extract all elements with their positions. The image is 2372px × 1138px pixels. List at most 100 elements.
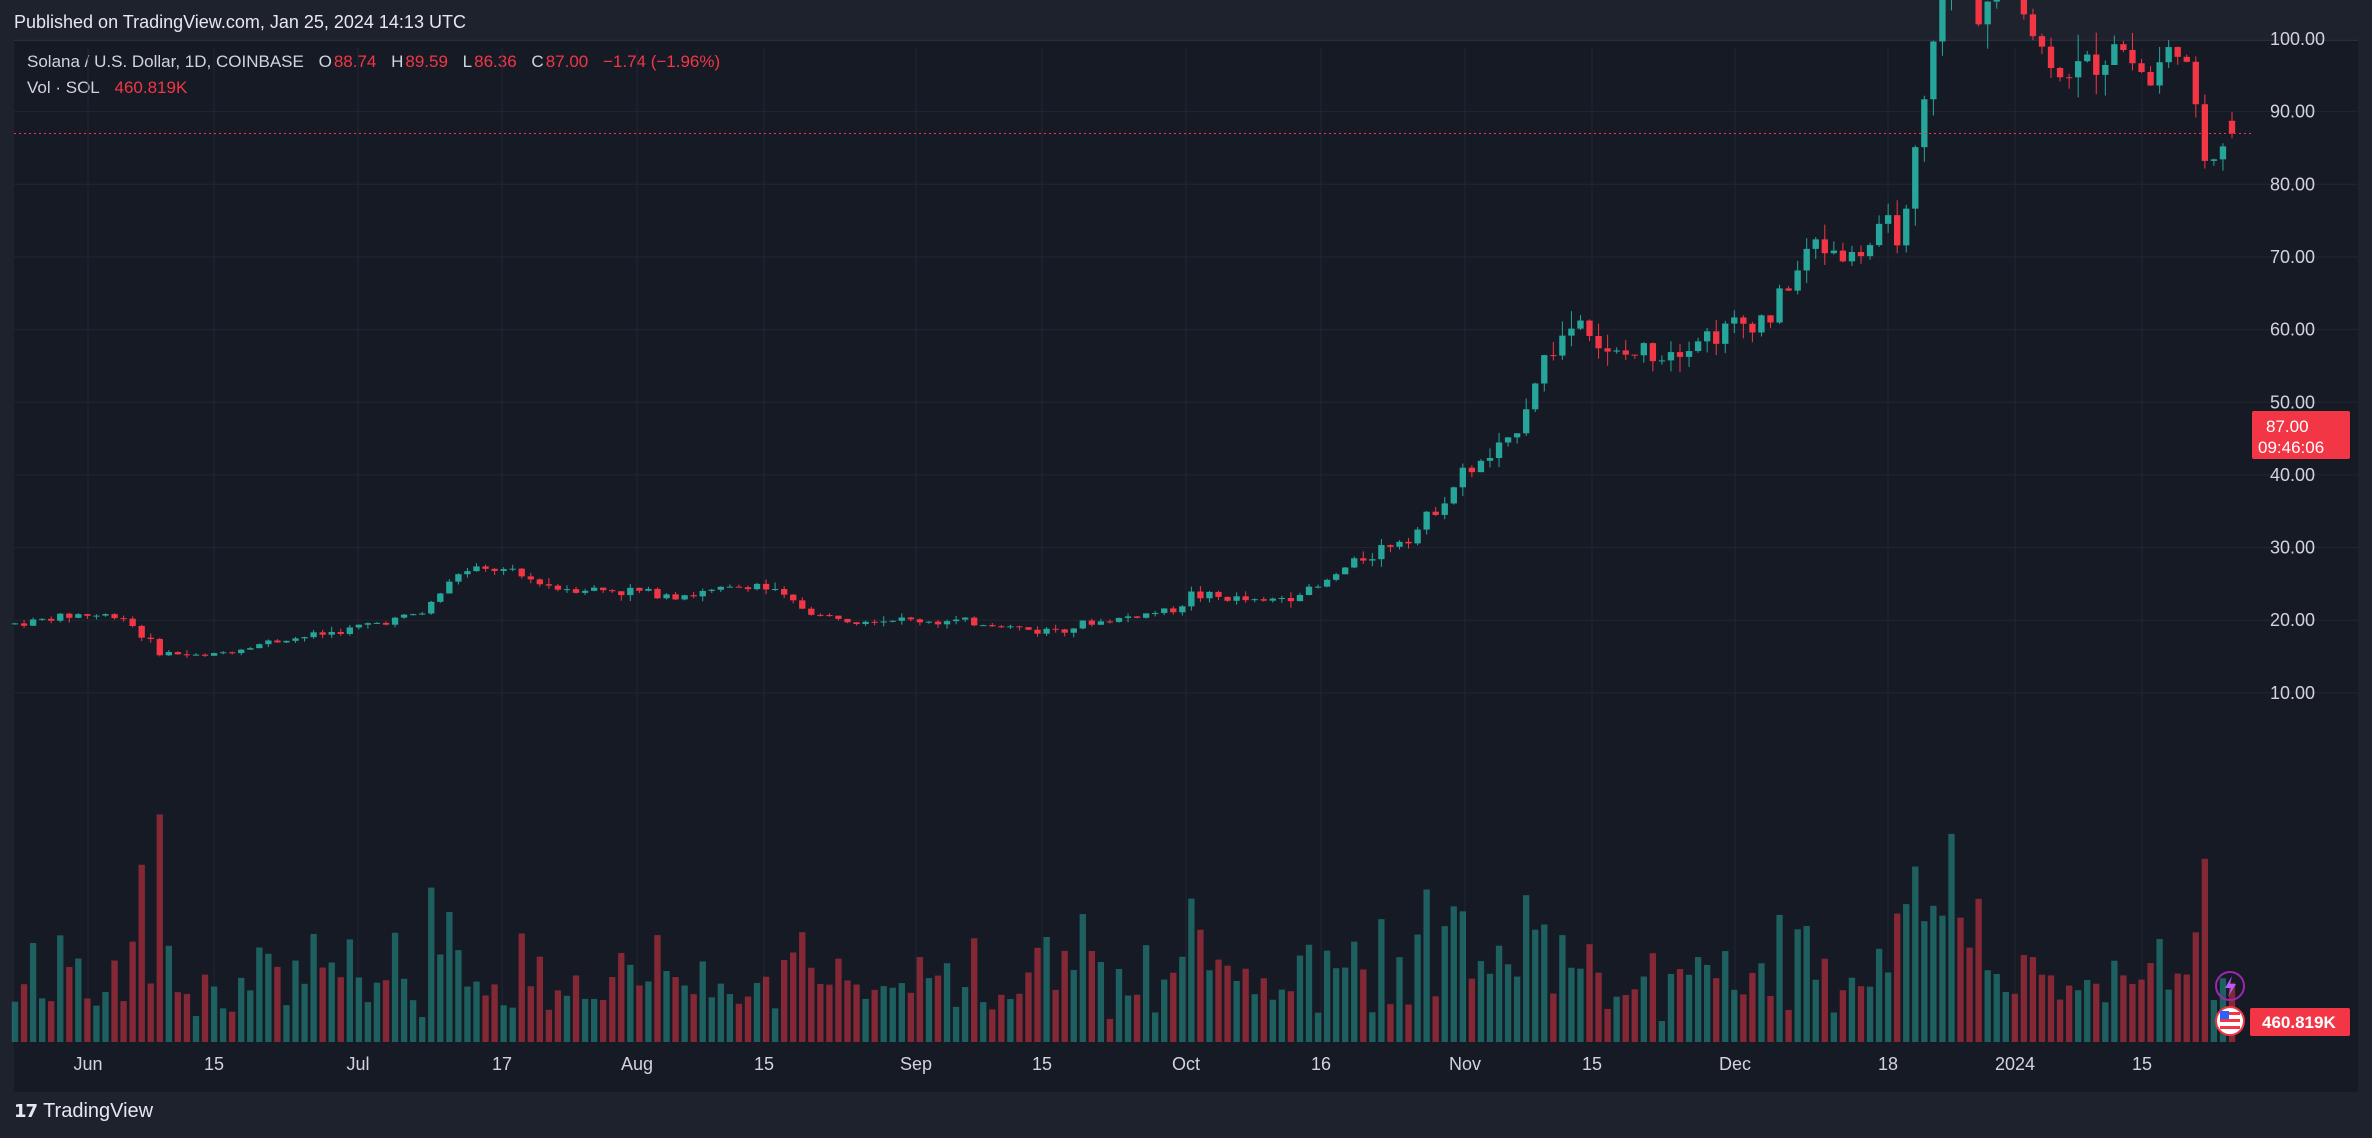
volume-bar: [1152, 1012, 1159, 1042]
candle-body: [1088, 620, 1095, 625]
candle-body: [400, 614, 408, 618]
volume-bar: [753, 982, 761, 1042]
volume-bar: [1016, 993, 1023, 1042]
candle-body: [2156, 62, 2163, 86]
volume-bar: [1351, 941, 1358, 1042]
candle-body: [1233, 596, 1240, 601]
candle-body: [500, 569, 507, 571]
volume-bar: [183, 993, 191, 1042]
candle-body: [654, 588, 661, 599]
volume-bar: [889, 987, 896, 1042]
candle-body: [147, 637, 154, 639]
volume-bar: [600, 999, 607, 1042]
volume-bar: [2075, 990, 2082, 1042]
volume-label[interactable]: Vol · SOL: [27, 78, 100, 97]
candle-body: [1296, 594, 1304, 602]
events-icon[interactable]: [2215, 971, 2245, 1001]
candle-body: [1007, 626, 1014, 628]
candle-body: [1061, 629, 1068, 633]
tradingview-logo[interactable]: 𝟭𝟳 TradingView: [14, 1100, 153, 1123]
volume-bar: [1414, 934, 1421, 1042]
x-tick-label: Jun: [73, 1054, 102, 1074]
volume-bar: [618, 952, 625, 1042]
symbol-legend[interactable]: Solana / U.S. Dollar, 1D, COINBASE O 88.7…: [27, 52, 722, 72]
candle-body: [545, 584, 553, 586]
volume-bar: [1604, 1008, 1611, 1042]
published-text: Published on TradingView.com, Jan 25, 20…: [14, 12, 466, 32]
candle-body: [636, 587, 643, 591]
candle-body: [1676, 352, 1684, 357]
candle-body: [943, 621, 951, 625]
candle-body: [2147, 72, 2154, 86]
volume-bar: [1939, 915, 1946, 1042]
volume-bar: [1803, 925, 1810, 1042]
volume-bar: [1477, 961, 1485, 1042]
volume-bar: [1550, 993, 1557, 1042]
volume-bar: [645, 981, 652, 1042]
candle-body: [1070, 628, 1077, 633]
volume-bar: [1314, 1012, 1322, 1042]
volume-bar: [1595, 972, 1602, 1042]
volume-bar: [1993, 974, 2000, 1042]
candle-body: [536, 579, 544, 585]
volume-bar: [464, 986, 471, 1042]
volume-bar: [934, 975, 942, 1042]
volume-bar: [192, 1016, 200, 1042]
x-tick-label: Aug: [621, 1054, 653, 1074]
us-flag-icon[interactable]: [2215, 1006, 2245, 1036]
candle-body: [1152, 613, 1159, 615]
volume-legend[interactable]: Vol · SOL 460.819K: [27, 78, 189, 98]
volume-bar: [925, 978, 933, 1042]
volume-bar: [1342, 967, 1349, 1042]
volume-bar: [66, 967, 73, 1042]
volume-bar: [1305, 944, 1313, 1042]
candle-body: [1758, 315, 1765, 333]
volume-bar: [256, 947, 263, 1042]
candle-body: [717, 586, 724, 590]
volume-bar: [2065, 985, 2073, 1042]
candle-body: [93, 615, 100, 617]
candle-body: [1133, 616, 1141, 618]
candle-body: [726, 586, 734, 588]
footer: [0, 1092, 2372, 1138]
candle-body: [1314, 586, 1322, 588]
candle-body: [38, 618, 46, 620]
volume-bar: [1278, 989, 1286, 1042]
last-price-tag: 87.00 09:46:06: [2252, 411, 2350, 459]
volume-bar: [726, 994, 734, 1042]
candle-body: [862, 621, 869, 625]
volume-bar: [952, 1006, 960, 1042]
candle-body: [817, 614, 824, 616]
volume-bar: [1396, 957, 1403, 1042]
candle-body: [1776, 288, 1783, 323]
volume-bar: [491, 984, 498, 1042]
candle-body: [2020, 0, 2028, 15]
candle-body: [1794, 270, 1801, 291]
volume-bar: [400, 978, 408, 1042]
volume-bar: [1658, 1021, 1666, 1042]
symbol-name[interactable]: Solana / U.S. Dollar, 1D, COINBASE: [27, 52, 304, 71]
candle-body: [364, 623, 372, 625]
y-tick-label: 90.00: [2270, 102, 2315, 122]
candle-body: [428, 601, 435, 614]
x-tick-label: Sep: [900, 1054, 932, 1074]
volume-bar: [1233, 980, 1240, 1042]
candle-body: [2111, 44, 2118, 66]
x-tick-label: 15: [2132, 1054, 2152, 1074]
candle-body: [2047, 46, 2055, 69]
candle-body: [916, 619, 924, 623]
candle-body: [1839, 250, 1847, 262]
candle-body: [11, 623, 19, 625]
candle-body: [75, 614, 82, 618]
volume-bar: [1903, 904, 1910, 1042]
volume-bar: [1776, 914, 1783, 1042]
y-tick-label: 20.00: [2270, 610, 2315, 630]
candle-body: [753, 583, 761, 590]
candle-body: [1930, 41, 1937, 100]
volume-bar: [1296, 955, 1304, 1042]
candle-body: [1731, 317, 1738, 324]
volume-bar: [1441, 926, 1448, 1042]
volume-bar: [717, 983, 724, 1042]
candle-body: [1622, 350, 1629, 355]
